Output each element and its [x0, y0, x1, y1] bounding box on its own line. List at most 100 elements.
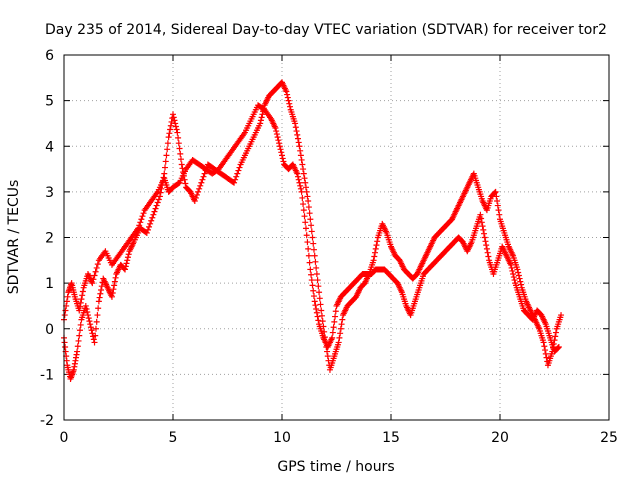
data-point	[284, 91, 291, 98]
data-point	[320, 323, 327, 330]
data-point	[552, 329, 559, 336]
data-point	[177, 150, 184, 157]
data-point	[311, 252, 318, 259]
data-point	[300, 170, 307, 177]
data-point	[273, 131, 280, 138]
data-point	[167, 122, 174, 129]
data-point	[335, 339, 342, 346]
data-point	[294, 131, 301, 138]
data-point	[481, 230, 488, 237]
data-point	[155, 196, 162, 203]
x-tick-label: 10	[273, 430, 291, 446]
data-point	[176, 145, 183, 152]
data-point	[374, 238, 381, 245]
data-point	[552, 333, 559, 340]
data-point	[308, 222, 315, 229]
x-axis-label: GPS time / hours	[277, 459, 394, 475]
data-point	[551, 337, 558, 344]
data-points	[61, 79, 565, 382]
data-point	[495, 207, 502, 214]
data-point	[275, 137, 282, 144]
data-point	[304, 239, 311, 246]
grid	[64, 55, 609, 420]
data-point	[514, 266, 521, 273]
data-point	[308, 228, 315, 235]
data-point	[481, 234, 488, 241]
data-point	[109, 290, 116, 297]
data-point	[301, 213, 308, 220]
data-point	[515, 272, 522, 279]
data-point	[294, 173, 301, 180]
data-point	[294, 135, 301, 142]
data-point	[483, 242, 490, 249]
data-point	[150, 211, 157, 218]
data-point	[310, 240, 317, 247]
data-point	[310, 293, 317, 300]
data-point	[92, 332, 99, 339]
data-point	[79, 292, 86, 299]
data-point	[286, 100, 293, 107]
data-point	[284, 94, 291, 101]
x-tick-label: 0	[60, 430, 69, 446]
data-point	[310, 287, 317, 294]
data-point	[78, 296, 85, 303]
data-point	[558, 312, 565, 319]
data-point	[152, 205, 159, 212]
data-point	[321, 334, 328, 341]
data-point	[97, 290, 104, 297]
data-point	[159, 178, 166, 185]
data-point	[485, 253, 492, 260]
data-point	[234, 170, 241, 177]
data-point	[62, 307, 69, 314]
data-point	[306, 259, 313, 266]
data-point	[90, 276, 97, 283]
data-point	[303, 232, 310, 239]
data-point	[257, 117, 264, 124]
y-tick-label: 4	[45, 139, 54, 155]
data-point	[542, 350, 549, 357]
data-point	[313, 271, 320, 277]
data-point	[507, 261, 514, 268]
data-point	[329, 334, 336, 341]
data-point	[315, 317, 322, 324]
data-point	[74, 348, 81, 355]
data-point	[305, 198, 312, 204]
data-point	[317, 301, 324, 308]
data-point	[310, 246, 317, 253]
series-track-b	[61, 79, 565, 382]
data-point	[138, 216, 145, 223]
data-point	[202, 167, 209, 174]
data-point	[303, 188, 310, 195]
data-point	[177, 156, 184, 163]
data-point	[322, 339, 329, 346]
data-point	[311, 298, 318, 305]
data-point	[144, 226, 151, 233]
x-tick-label: 15	[382, 430, 400, 446]
data-point	[297, 147, 304, 154]
data-point	[82, 302, 89, 309]
data-point	[112, 274, 119, 281]
data-point	[272, 125, 279, 131]
data-point	[492, 188, 499, 195]
data-point	[295, 176, 302, 183]
data-point	[92, 325, 99, 332]
data-point	[316, 295, 323, 302]
data-point	[174, 129, 181, 136]
data-point	[297, 152, 304, 159]
data-point	[306, 210, 313, 217]
data-point	[85, 315, 92, 322]
data-point	[286, 103, 293, 110]
data-point	[260, 105, 267, 112]
y-tick-label: 1	[45, 276, 54, 292]
data-point	[280, 158, 287, 165]
data-point	[181, 176, 188, 183]
data-point	[95, 298, 102, 305]
data-point	[151, 208, 158, 215]
data-point	[300, 201, 307, 208]
data-point	[199, 176, 206, 183]
y-tick-label: -2	[40, 413, 54, 429]
data-point	[180, 172, 187, 179]
data-point	[309, 282, 316, 289]
data-point	[484, 249, 491, 256]
